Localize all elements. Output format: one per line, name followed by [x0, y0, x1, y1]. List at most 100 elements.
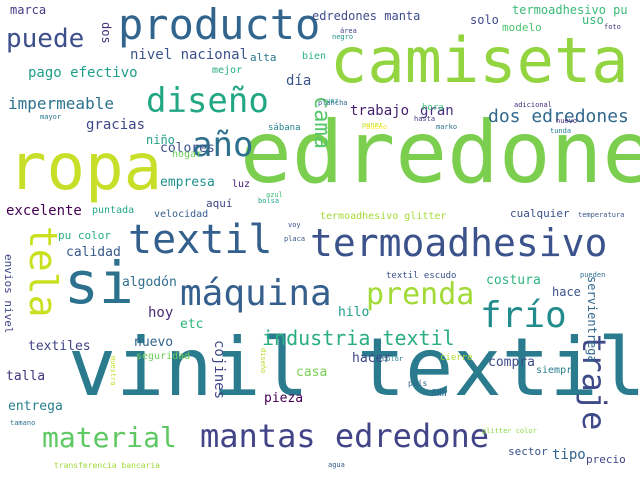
- word-vinil-textil: vinil textil: [68, 321, 640, 414]
- word-tipo: tipo: [552, 447, 586, 463]
- word-colores: colores: [160, 141, 215, 156]
- word-foto: foto: [604, 23, 621, 31]
- word-color: color: [382, 355, 404, 363]
- word-textiles: textiles: [28, 339, 91, 354]
- word-temperatura: temperatura: [578, 211, 625, 219]
- word-nuevo: nuevo: [134, 335, 174, 350]
- word-vez: vez: [326, 97, 339, 105]
- word-puede: puede: [6, 24, 85, 54]
- word-industria-textil: industria textil: [262, 326, 455, 350]
- word-agua: agua: [328, 461, 345, 469]
- word-hoy: hoy: [148, 305, 174, 321]
- word-tela: tela: [21, 226, 65, 318]
- word-textil-escudo: textil escudo: [386, 271, 457, 281]
- word-bolsa: bolsa: [258, 197, 280, 205]
- word-seguridad: seguridad: [136, 351, 191, 362]
- word-voy: voy: [288, 221, 301, 229]
- word-nivel-nacional: nivel nacional: [130, 47, 249, 63]
- word-nino: niño: [146, 133, 175, 147]
- word-textil: textil: [128, 217, 273, 263]
- word-camiseta: camiseta: [330, 24, 629, 97]
- word-azul: azul: [266, 191, 283, 199]
- word-bien: bien: [302, 51, 327, 62]
- word-tamano: tamano: [10, 419, 36, 427]
- word-cualquier: cualquier: [510, 207, 570, 220]
- word-casa: casa: [296, 365, 328, 380]
- word-pais: país: [408, 379, 428, 388]
- word-dos-edredones: dos edredones: [488, 106, 629, 127]
- word-costura: costura: [486, 273, 541, 288]
- word-modelo: modelo: [502, 21, 542, 34]
- word-sector: sector: [508, 445, 548, 458]
- word-prenda: prenda: [366, 277, 475, 312]
- word-cierre: cierre: [440, 353, 473, 363]
- word-uso: uso: [582, 13, 604, 27]
- word-algodon: algodón: [122, 275, 177, 290]
- word-producto: producto: [118, 0, 321, 49]
- word-puntada: puntada: [92, 205, 135, 216]
- word-hilo: hilo: [338, 305, 370, 320]
- word-velocidad: velocidad: [154, 209, 209, 220]
- word-glitter-color: glitter color: [482, 427, 537, 435]
- word-impermeable: impermeable: [8, 94, 114, 113]
- word-cojines: cojines: [211, 340, 227, 400]
- word-bueno: bueno: [366, 123, 388, 131]
- word-si: si: [64, 249, 134, 317]
- word-ano: año: [192, 125, 254, 165]
- word-sabana: sábana: [268, 123, 301, 133]
- word-aqui: aquí: [206, 197, 233, 210]
- word-marko: marko: [436, 123, 458, 131]
- word-servientrega: servientrega: [585, 276, 599, 363]
- word-edredone: edredone: [240, 103, 640, 203]
- word-material: material: [42, 421, 177, 454]
- word-excelente: excelente: [6, 203, 82, 219]
- word-luz: luz: [232, 179, 251, 190]
- word-calidad: calidad: [66, 245, 121, 260]
- word-adicional: adicional: [514, 101, 552, 109]
- word-termoadhesivo-pu: termoadhesivo pu: [512, 3, 628, 17]
- word-pago-efectivo: pago efectivo: [28, 65, 138, 81]
- word-muestra: muestra: [109, 356, 117, 386]
- word-tunda: tunda: [550, 127, 572, 135]
- word-gracias: gracias: [86, 117, 146, 133]
- word-mejor: mejor: [212, 65, 243, 76]
- word-diseno-small: diseño: [259, 348, 267, 374]
- word-diseno: diseño: [146, 81, 269, 121]
- word-marca: marca: [10, 3, 47, 17]
- word-compra: compra: [488, 355, 535, 370]
- word-dia: día: [286, 73, 312, 89]
- word-plancha: plancha: [318, 99, 348, 107]
- word-etc: etc: [180, 317, 204, 332]
- word-empresa: empresa: [160, 175, 215, 190]
- word-precio: precio: [586, 453, 626, 466]
- word-dos: dos: [99, 22, 113, 44]
- word-trabajo: trabajo: [350, 103, 410, 119]
- word-area: área: [340, 27, 357, 35]
- word-negro: negro: [332, 33, 354, 41]
- word-hacer: hacer: [352, 351, 392, 366]
- word-pieza: pieza: [264, 391, 304, 406]
- word-solo: solo: [470, 13, 499, 27]
- word-maquina: máquina: [180, 273, 332, 314]
- word-envios-nivel: envios nivel: [2, 254, 15, 334]
- word-nuevo-small: nuevo: [556, 117, 578, 125]
- word-hace: hace: [552, 285, 581, 299]
- word-transferencia-bancaria: transferencia bancaria: [54, 461, 160, 470]
- word-ropa: ropa: [8, 131, 163, 205]
- word-hogar: hogar: [172, 149, 203, 160]
- word-siempre: siempre: [536, 365, 579, 376]
- word-pu-color: pu color: [58, 229, 111, 242]
- word-mm: mm: [432, 385, 447, 399]
- word-alta: alta: [250, 51, 277, 64]
- word-mayor: mayor: [40, 113, 62, 121]
- word-termoadhesivo: termoadhesivo: [310, 221, 608, 265]
- word-frio: frío: [480, 295, 567, 336]
- word-talla: talla: [6, 369, 46, 384]
- word-gran: gran: [420, 103, 454, 119]
- word-placa: placa: [284, 235, 306, 243]
- word-poner: poner: [362, 121, 384, 129]
- word-pueden: pueden: [580, 271, 606, 279]
- word-entrega: entrega: [8, 399, 63, 414]
- word-hasta: hasta: [414, 115, 436, 123]
